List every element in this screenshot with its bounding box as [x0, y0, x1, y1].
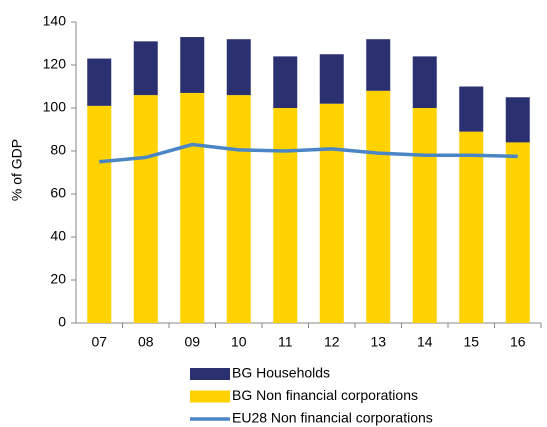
bar-segment [180, 37, 205, 93]
x-tick-label: 12 [324, 334, 340, 350]
bar-segment [505, 97, 530, 143]
x-tick-label: 10 [231, 334, 247, 350]
bar-segment [366, 90, 391, 323]
bar-segment [319, 54, 344, 104]
bar-segment [459, 86, 484, 132]
bar-segment [133, 95, 158, 323]
legend-label: BG Non financial corporations [232, 387, 418, 403]
bar-segment [180, 92, 205, 323]
bar-segment [133, 41, 158, 96]
line-series [99, 142, 518, 164]
y-tick-label: 40 [50, 228, 66, 244]
bar-segment [505, 142, 530, 323]
bar-segment [366, 39, 391, 91]
bar-segment [226, 39, 251, 96]
bar-segment [226, 95, 251, 323]
y-tick-label: 140 [43, 13, 67, 29]
x-tick-label: 11 [278, 334, 293, 350]
bar-segment [87, 105, 112, 323]
y-tick-label: 0 [58, 314, 66, 330]
y-tick-label: 20 [50, 271, 66, 287]
x-tick-label: 09 [184, 334, 200, 350]
bar-segment [273, 56, 298, 108]
y-tick-label: 80 [50, 142, 66, 158]
y-tick-label: 100 [43, 99, 67, 115]
bar-segment [319, 103, 344, 323]
x-tick-label: 07 [91, 334, 107, 350]
x-tick-label: 15 [463, 334, 479, 350]
y-axis-label: % of GDP [9, 139, 25, 201]
legend-label: BG Households [232, 365, 330, 381]
bar-segment [87, 58, 112, 106]
legend-swatch [190, 368, 230, 380]
legend-swatch [190, 390, 230, 403]
bar-segment [273, 108, 298, 323]
x-tick-label: 14 [417, 334, 433, 350]
x-tick-label: 16 [510, 334, 526, 350]
y-tick-label: 120 [43, 56, 67, 72]
y-tick-label: 60 [50, 185, 66, 201]
bar-segment [412, 56, 437, 108]
bar-segment [459, 131, 484, 323]
legend-label: EU28 Non financial corporations [232, 410, 433, 426]
x-tick-label: 13 [370, 334, 386, 350]
x-tick-label: 08 [138, 334, 154, 350]
bar-segment [412, 108, 437, 323]
